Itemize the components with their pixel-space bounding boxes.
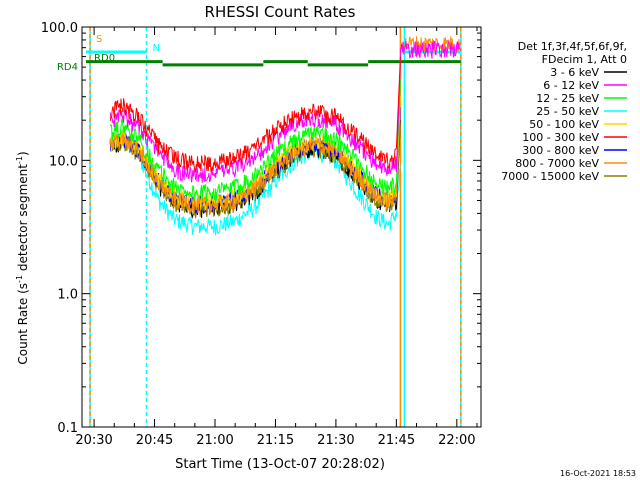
rd0-label: RD0 [94, 53, 115, 64]
s-marker-label: S [96, 34, 102, 45]
y-tick-label: 0.1 [57, 421, 78, 436]
legend-entry-label: 300 - 800 keV [522, 144, 599, 157]
legend-entry-label: 12 - 25 keV [536, 92, 599, 105]
y-axis-label-sup: -1 [15, 275, 24, 283]
y-axis-label-part: detector segment [16, 164, 30, 275]
n-marker-label: N [152, 43, 159, 54]
chart-legend: Det 1f,3f,4f,5f,6f,9f,FDecim 1, Att 03 -… [501, 40, 627, 183]
y-axis-label-part: Count Rate (s [16, 283, 30, 365]
legend-header-line: Det 1f,3f,4f,5f,6f,9f, [518, 40, 627, 53]
y-tick-label: 100.0 [41, 21, 78, 36]
y-axis-label-sup: -1 [15, 156, 24, 164]
legend-entry-label: 7000 - 15000 keV [501, 170, 599, 183]
y-tick-label: 10.0 [49, 154, 78, 169]
y-axis-label: Count Rate (s-1 detector segment-1) [15, 151, 30, 364]
count-rate-series-line [109, 56, 401, 173]
legend-entry-label: 3 - 6 keV [550, 66, 599, 79]
chart-title: RHESSI Count Rates [205, 3, 356, 21]
x-tick-label: 20:45 [136, 433, 173, 448]
x-tick-label: 21:30 [317, 433, 354, 448]
y-axis-label-part: ) [16, 151, 30, 156]
plot-data-layer: S N RD0 RD4 [57, 27, 462, 427]
footer-timestamp: 16-Oct-2021 18:53 [560, 469, 636, 478]
plot-frame [81, 26, 482, 428]
count-rate-series-line [109, 80, 401, 202]
legend-entry-label: 25 - 50 keV [536, 105, 599, 118]
x-tick-label: 21:00 [196, 433, 233, 448]
y-tick-label: 1.0 [57, 288, 78, 303]
x-tick-label: 21:15 [257, 433, 294, 448]
legend-entry-label: 800 - 7000 keV [515, 157, 599, 170]
rd4-label: RD4 [57, 62, 78, 73]
x-tick-label: 21:45 [378, 433, 415, 448]
legend-header-line: FDecim 1, Att 0 [542, 53, 627, 66]
legend-entry-label: 6 - 12 keV [543, 79, 599, 92]
legend-entry-label: 50 - 100 keV [529, 118, 599, 131]
x-axis-label: Start Time (13-Oct-07 20:28:02) [175, 457, 385, 472]
x-tick-label: 22:00 [438, 433, 475, 448]
legend-entry-label: 100 - 300 keV [522, 131, 599, 144]
x-tick-label: 20:30 [75, 433, 112, 448]
plot-axes: 0.1 1.0 10.0 100.0 20:30 20:45 21:00 21:15 21:30… [41, 21, 482, 448]
